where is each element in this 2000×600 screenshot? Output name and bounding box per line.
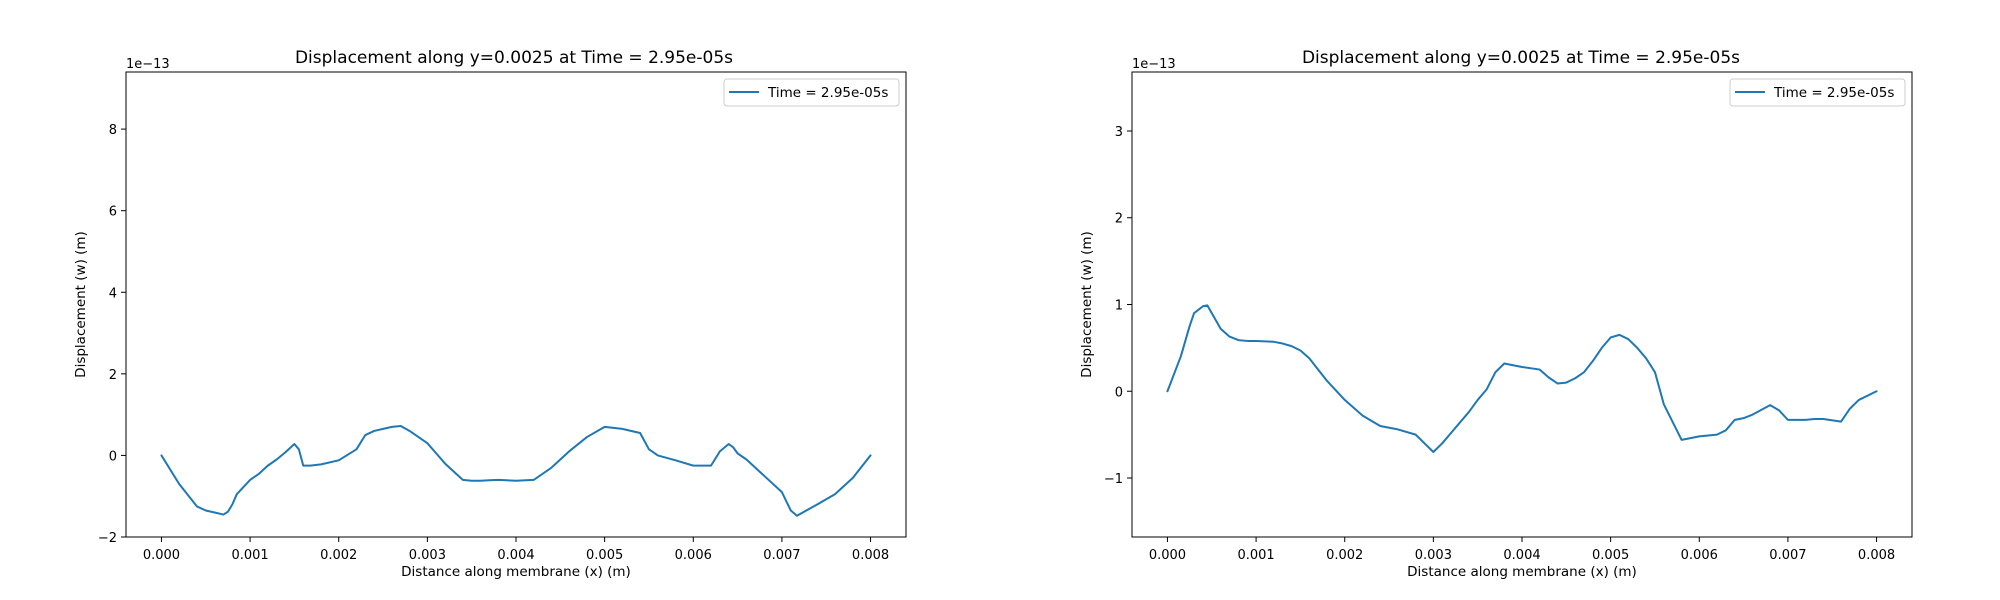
- chart-left-x-tick-label: 0.007: [763, 548, 800, 563]
- chart-left: Displacement along y=0.0025 at Time = 2.…: [73, 48, 907, 580]
- chart-right-y-tick-label: 0: [1115, 385, 1123, 400]
- chart-right-x-tick-label: 0.002: [1326, 548, 1363, 563]
- chart-right-series-line: [1166, 304, 1878, 453]
- chart-left-x-tick-label: 0.003: [409, 548, 446, 563]
- chart-right-title: Displacement along y=0.0025 at Time = 2.…: [1302, 48, 1740, 68]
- chart-left-y-tick-label: 2: [109, 368, 117, 383]
- chart-left-y-tick-label: 0: [109, 449, 117, 464]
- chart-right-legend-label: Time = 2.95e-05s: [1773, 85, 1894, 101]
- chart-right-y-tick-label: 2: [1115, 212, 1123, 227]
- chart-right-plot-frame: [1131, 71, 1913, 538]
- chart-right: Displacement along y=0.0025 at Time = 2.…: [1079, 48, 1913, 580]
- chart-right-legend: Time = 2.95e-05s: [1729, 78, 1906, 107]
- chart-right-y-tick-label: 1: [1115, 299, 1123, 314]
- chart-right-y-tick-label: 3: [1115, 125, 1123, 140]
- chart-right-y-axis-label: Displacement (w) (m): [1079, 231, 1095, 378]
- chart-left-y-tick-label: 8: [109, 123, 117, 138]
- chart-left-x-tick-label: 0.005: [586, 548, 623, 563]
- chart-left-plot-frame: [125, 71, 907, 538]
- chart-right-x-tick-label: 0.006: [1681, 548, 1718, 563]
- chart-right-legend-box: [1729, 78, 1906, 107]
- chart-left-y-tick-label: −2: [98, 531, 117, 546]
- chart-left-offset-text: 1e−13: [126, 57, 170, 72]
- chart-left-x-tick-label: 0.004: [497, 548, 534, 563]
- chart-right-x-tick-label: 0.001: [1237, 548, 1274, 563]
- chart-right-x-tick-label: 0.000: [1149, 548, 1186, 563]
- chart-right-x-tick-label: 0.005: [1592, 548, 1629, 563]
- chart-left-legend-label: Time = 2.95e-05s: [767, 85, 888, 101]
- chart-right-x-tick-label: 0.008: [1858, 548, 1895, 563]
- chart-left-series-line: [160, 425, 872, 517]
- chart-right-x-tick-label: 0.003: [1415, 548, 1452, 563]
- chart-left-legend-box: [723, 78, 900, 107]
- chart-left-x-tick-label: 0.000: [143, 548, 180, 563]
- chart-left-x-ticks: 0.000 0.001 0.002 0.003 0.004 0.005 0.006 0.007…: [143, 537, 889, 563]
- chart-right-y-tick-label: −1: [1104, 472, 1123, 487]
- chart-left-x-tick-label: 0.008: [852, 548, 889, 563]
- chart-left-legend: Time = 2.95e-05s: [723, 78, 900, 107]
- chart-left-y-tick-label: 4: [109, 286, 117, 301]
- chart-right-x-ticks: 0.000 0.001 0.002 0.003 0.004 0.005 0.006 0.007…: [1149, 537, 1895, 563]
- chart-right-offset-text: 1e−13: [1132, 57, 1176, 72]
- chart-right-x-axis-label: Distance along membrane (x) (m): [1407, 564, 1637, 580]
- chart-right-x-tick-label: 0.004: [1503, 548, 1540, 563]
- chart-right-x-tick-label: 0.007: [1769, 548, 1806, 563]
- chart-left-title: Displacement along y=0.0025 at Time = 2.…: [295, 48, 733, 68]
- chart-left-y-tick-label: 6: [109, 205, 117, 220]
- chart-left-y-axis-label: Displacement (w) (m): [73, 231, 89, 378]
- chart-left-x-axis-label: Distance along membrane (x) (m): [401, 564, 631, 580]
- chart-left-x-tick-label: 0.006: [675, 548, 712, 563]
- chart-left-x-tick-label: 0.001: [231, 548, 268, 563]
- chart-right-y-ticks: −1 0 1 2 3: [1104, 125, 1132, 487]
- chart-left-y-ticks: −2 0 2 4 6 8: [98, 123, 126, 546]
- chart-left-x-tick-label: 0.002: [320, 548, 357, 563]
